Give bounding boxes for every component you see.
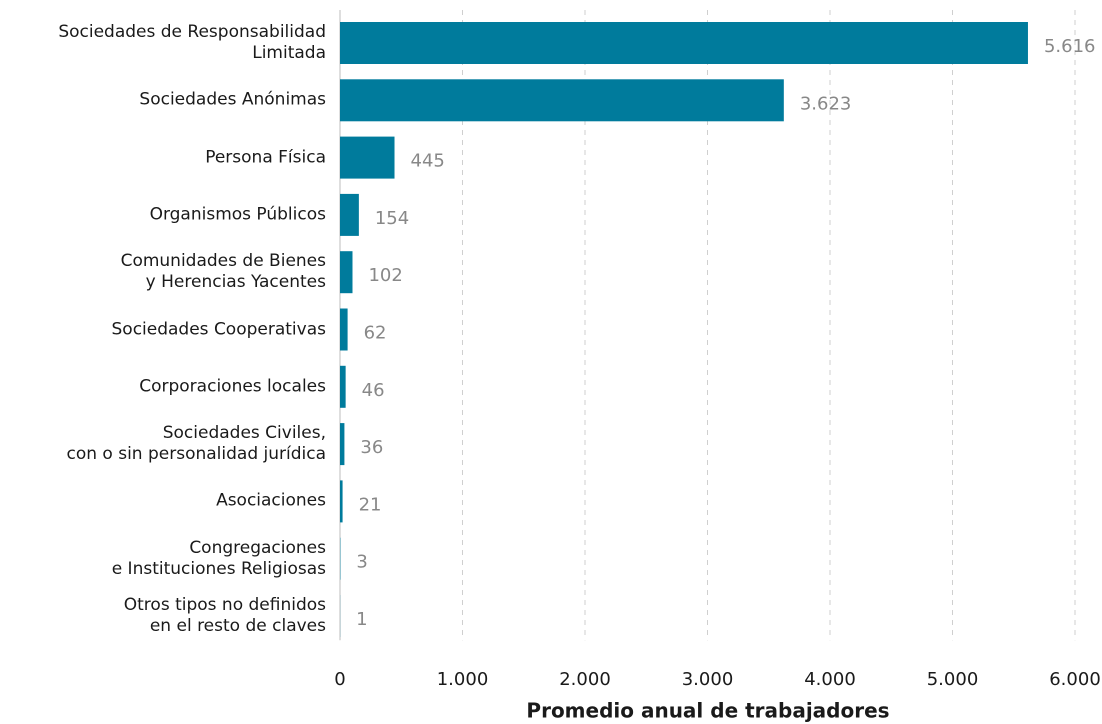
y-tick-label: Persona Física [205,147,326,168]
bar [340,79,784,122]
x-tick-label: 0 [334,669,345,690]
x-tick-label: 4.000 [804,669,856,690]
value-label: 21 [359,494,382,515]
value-label: 445 [411,151,445,172]
bar [340,423,345,466]
value-label: 36 [360,437,383,458]
bar [340,136,395,179]
y-tick-label: Congregaciones e Instituciones Religiosa… [111,537,326,579]
y-tick-label: Corporaciones locales [139,376,326,397]
x-tick-label: 2.000 [559,669,611,690]
x-tick-label: 5.000 [927,669,979,690]
x-axis-label: Promedio anual de trabajadores [526,699,889,723]
y-tick-label: Comunidades de Bienes y Herencias Yacent… [120,251,326,293]
bar [340,365,346,408]
y-tick-label: Organismos Públicos [149,204,326,225]
y-tick-label: Asociaciones [216,490,326,511]
y-tick-label: Sociedades Cooperativas [111,319,327,339]
y-tick-label: Otros tipos no definidos en el resto de … [123,595,326,636]
value-label: 154 [375,208,409,229]
x-tick-label: 1.000 [437,669,489,690]
bar [340,308,348,351]
value-label: 3 [356,552,367,573]
y-tick-label: Sociedades Civiles, con o sin personalid… [66,423,326,465]
value-label: 1 [356,609,367,630]
value-label: 46 [362,380,385,401]
y-tick-label: Sociedades Anónimas [139,89,326,110]
bar [340,480,343,523]
bar [340,251,353,294]
value-label: 5.616 [1044,36,1096,57]
value-label: 102 [368,265,402,286]
x-tick-label: 3.000 [682,669,734,690]
value-label: 3.623 [800,93,852,114]
y-tick-label: Sociedades de Responsabilidad Limitada [58,22,326,63]
bar [340,22,1028,64]
value-label: 62 [364,323,387,344]
x-tick-label: 6.000 [1049,669,1101,690]
bar [340,193,359,236]
